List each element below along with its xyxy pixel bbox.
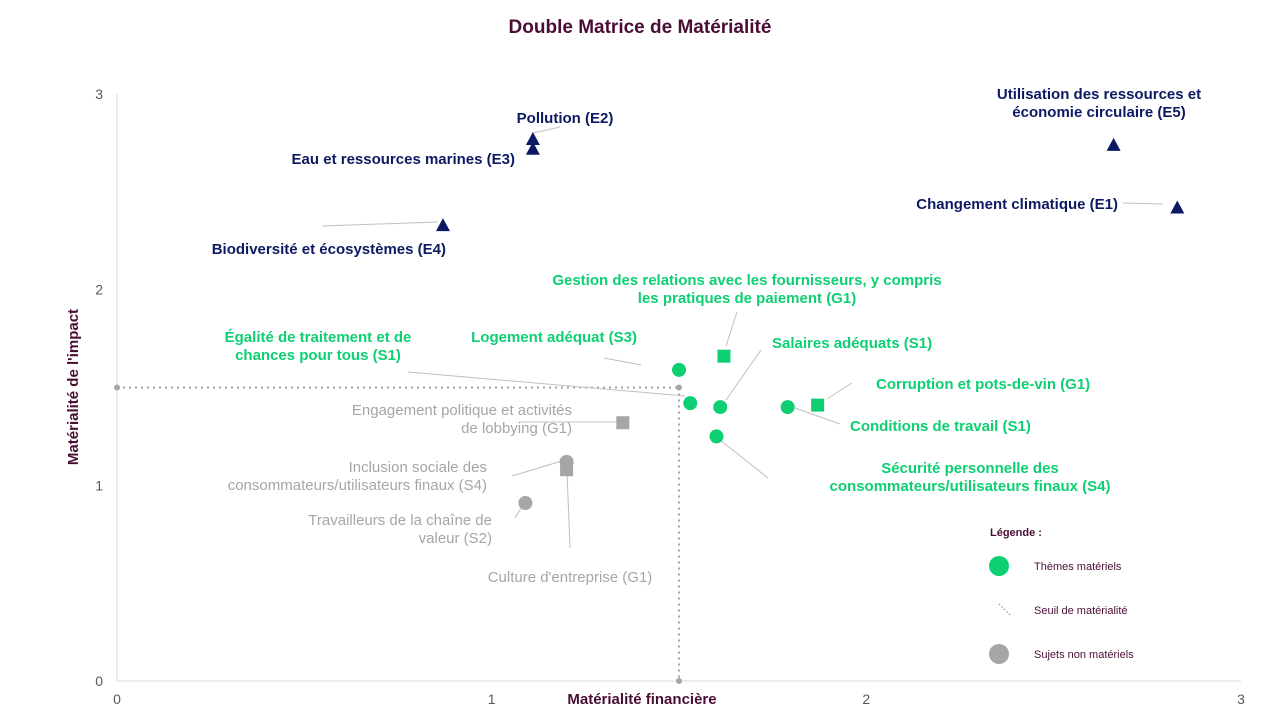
data-point-square (560, 463, 574, 477)
data-label-line: Biodiversité et écosystèmes (E4) (212, 241, 446, 258)
leader-lines (321, 126, 1164, 549)
data-label-line: Conditions de travail (S1) (850, 418, 1031, 435)
y-tick-label: 0 (95, 673, 103, 689)
legend-material-label: Thèmes matériels (1034, 561, 1122, 573)
y-tick-label: 3 (95, 86, 103, 102)
data-point-triangle (1170, 200, 1185, 214)
data-point-triangle (435, 218, 450, 232)
data-label: Sécurité personnelle des consommateurs/ut… (830, 460, 1111, 495)
data-label-line: Changement climatique (E1) (916, 196, 1118, 213)
x-tick-label: 2 (862, 691, 870, 707)
data-point-circle (672, 362, 686, 377)
data-label-line: consommateurs/utilisateurs finaux (S4) (228, 477, 487, 494)
chart-title: Double Matrice de Matérialité (509, 17, 772, 38)
data-label: Salaires adéquats (S1) (772, 335, 932, 352)
data-label: Pollution (E2) (517, 110, 614, 127)
data-label-line: Gestion des relations avec les fournisse… (552, 272, 941, 289)
leader-line (511, 459, 566, 477)
data-label-line: Égalité de traitement et de (225, 329, 412, 346)
data-point-triangle (525, 141, 540, 155)
data-label-line: Sécurité personnelle des (881, 460, 1059, 477)
data-point-circle (713, 400, 728, 415)
data-point-square (616, 416, 630, 430)
data-labels: Pollution (E2) Eau et ressources marines … (212, 86, 1201, 586)
x-tick-label: 0 (113, 691, 121, 707)
data-point-square (717, 349, 731, 363)
leader-line (794, 407, 841, 425)
data-label: Biodiversité et écosystèmes (E4) (212, 241, 446, 258)
threshold-endpoint (676, 678, 682, 684)
data-label-line: Pollution (E2) (517, 110, 614, 127)
y-axis-title: Matérialité de l'impact (65, 309, 82, 465)
x-axis-title: Matérialité financière (567, 691, 716, 708)
data-point-circle (518, 495, 533, 510)
leader-line (826, 382, 853, 400)
y-tick-label: 2 (95, 282, 103, 298)
legend-material-symbol (989, 556, 1009, 576)
data-label-line: Travailleurs de la chaîne de (308, 512, 492, 529)
leader-line (321, 221, 439, 227)
data-label-line: Salaires adéquats (S1) (772, 335, 932, 352)
data-label: Corruption et pots-de-vin (G1) (876, 376, 1090, 393)
data-label-line: chances pour tous (S1) (235, 347, 401, 364)
data-label-line: Corruption et pots-de-vin (G1) (876, 376, 1090, 393)
legend-nonmaterial-symbol (989, 644, 1009, 664)
legend-threshold-symbol (998, 603, 1012, 617)
data-label-line: consommateurs/utilisateurs finaux (S4) (830, 478, 1111, 495)
data-point-square (811, 398, 825, 412)
data-label-line: Logement adéquat (S3) (471, 329, 637, 346)
data-label: Inclusion sociale des consommateurs/utili… (228, 459, 487, 494)
leader-line (603, 357, 642, 366)
data-point-circle (780, 400, 795, 415)
data-point-circle (709, 429, 724, 444)
leader-line (407, 371, 686, 397)
leader-line (725, 311, 738, 347)
legend-title: Légende : (990, 527, 1042, 539)
leader-line (1122, 202, 1164, 205)
threshold-endpoint (676, 384, 682, 391)
data-label: Eau et ressources marines (E3) (292, 151, 515, 168)
data-label: Conditions de travail (S1) (850, 418, 1031, 435)
data-point-circle (683, 396, 698, 411)
leader-line (719, 439, 769, 479)
legend-threshold-label: Seuil de matérialité (1034, 605, 1128, 617)
leader-line (566, 471, 571, 549)
data-label: Travailleurs de la chaîne de valeur (S2) (308, 512, 492, 547)
data-label: Gestion des relations avec les fournisse… (552, 272, 941, 307)
data-point-triangle (525, 132, 540, 146)
leader-line (725, 349, 762, 401)
data-label: Logement adéquat (S3) (471, 329, 637, 346)
data-label-line: Culture d'entreprise (G1) (488, 569, 653, 586)
data-label-line: les pratiques de paiement (G1) (638, 290, 856, 307)
x-tick-label: 1 (488, 691, 496, 707)
x-tick-label: 3 (1237, 691, 1245, 707)
materiality-threshold (114, 384, 682, 684)
data-label-line: Inclusion sociale des (349, 459, 487, 476)
data-label: Utilisation des ressources et économie ci… (997, 86, 1201, 121)
data-label: Culture d'entreprise (G1) (488, 569, 653, 586)
data-label-line: Engagement politique et activités (352, 402, 572, 419)
data-label-line: valeur (S2) (419, 530, 492, 547)
x-tick-labels: 0 1 2 3 (113, 691, 1245, 707)
data-label-line: de lobbying (G1) (461, 420, 572, 437)
threshold-endpoint (114, 384, 120, 391)
y-tick-labels: 0 1 2 3 (95, 86, 103, 689)
y-tick-label: 1 (95, 477, 103, 493)
data-markers (435, 132, 1185, 510)
data-label: Changement climatique (E1) (916, 196, 1118, 213)
data-label-line: Eau et ressources marines (E3) (292, 151, 515, 168)
data-label: Égalité de traitement et de chances pour … (225, 329, 412, 364)
data-label-line: Utilisation des ressources et (997, 86, 1201, 103)
legend: Légende : Thèmes matériels Seuil de maté… (989, 527, 1134, 664)
leader-line (532, 126, 561, 134)
data-point-triangle (1106, 137, 1121, 151)
data-label: Engagement politique et activités de lobb… (352, 402, 572, 437)
legend-nonmaterial-label: Sujets non matériels (1034, 649, 1134, 661)
data-label-line: économie circulaire (E5) (1012, 104, 1185, 121)
